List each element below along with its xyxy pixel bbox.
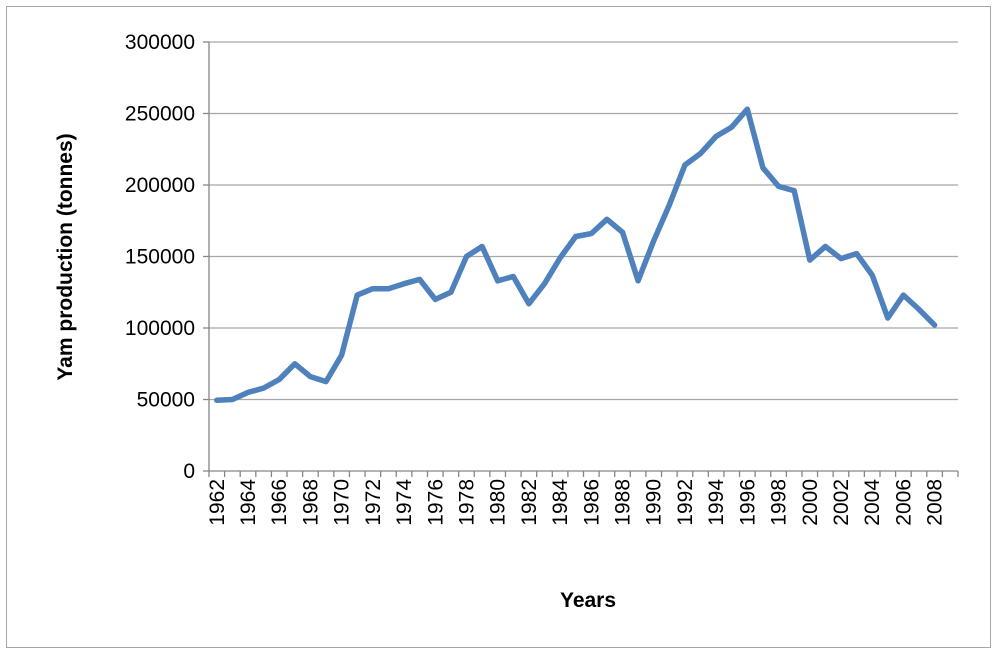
x-tick-label: 1998 [768, 479, 791, 526]
x-tick-label: 2008 [924, 479, 947, 526]
y-axis-title: Yam production (tonnes) [54, 133, 77, 380]
x-tick-label: 1978 [455, 479, 478, 526]
x-tick-label: 2002 [830, 479, 853, 526]
y-tick-label: 150000 [125, 246, 195, 269]
x-tick-label: 1988 [612, 479, 635, 526]
x-tick-label: 1962 [206, 479, 229, 526]
y-tick-label: 200000 [125, 174, 195, 197]
x-tick-labels: 1962 1964 1966 1968 1970 1972 1974 1976 1978 1980… [206, 479, 947, 526]
x-tick-label: 1984 [549, 479, 572, 526]
x-tick-label: 1976 [424, 479, 447, 526]
x-tick-label: 1990 [643, 479, 666, 526]
axes [203, 41, 959, 477]
x-tick-label: 1974 [393, 479, 416, 526]
x-tick-label: 1980 [487, 479, 510, 526]
x-tick-label: 1968 [299, 479, 322, 526]
x-tick-label: 2004 [861, 479, 884, 526]
y-tick-label: 0 [183, 460, 195, 483]
series [214, 106, 938, 403]
y-tick-label: 300000 [125, 31, 195, 54]
x-tick-label: 1982 [518, 479, 541, 526]
y-tick-labels: 0 50000 100000 150000 200000 250000 300000 [125, 31, 195, 483]
x-axis-title: Years [560, 589, 616, 612]
x-tick-label: 1996 [736, 479, 759, 526]
x-tick-label: 1992 [674, 479, 697, 526]
x-tick-label: 1994 [705, 479, 728, 526]
y-tick-label: 100000 [125, 317, 195, 340]
x-tick-label: 1966 [268, 479, 291, 526]
y-tick-label: 250000 [125, 103, 195, 126]
x-tick-label: 2000 [799, 479, 822, 526]
x-tick-label: 2006 [892, 479, 915, 526]
gridlines [209, 41, 958, 401]
y-tick-label: 50000 [137, 389, 195, 412]
x-tick-label: 1970 [331, 479, 354, 526]
x-tick-label: 1986 [580, 479, 603, 526]
series-line [214, 106, 938, 403]
x-tick-label: 1972 [362, 479, 385, 526]
x-tick-label: 1964 [237, 479, 260, 526]
